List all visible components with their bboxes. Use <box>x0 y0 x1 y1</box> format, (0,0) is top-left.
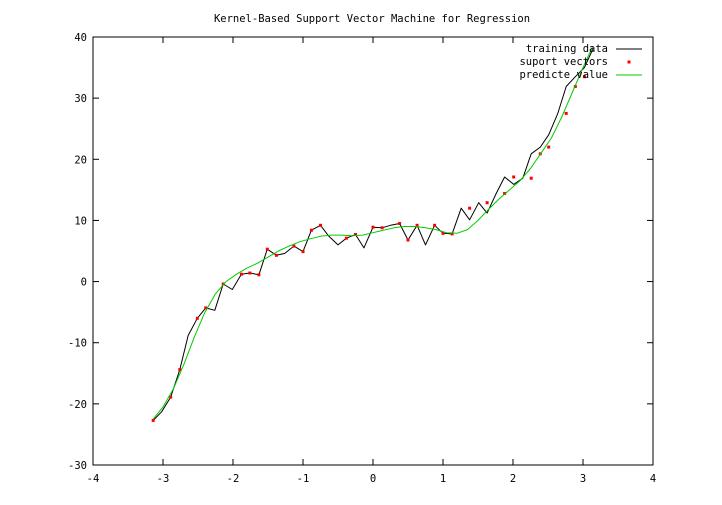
support-vector-point <box>441 231 445 235</box>
y-tick-label: 40 <box>74 32 87 44</box>
support-vector-point <box>204 306 208 310</box>
x-tick-label: -1 <box>297 473 310 485</box>
support-vector-point <box>344 236 348 240</box>
support-vector-point <box>354 233 357 236</box>
support-vector-point <box>398 222 402 225</box>
legend-label: predicte value <box>519 69 608 81</box>
y-tick-label: -20 <box>68 399 87 411</box>
legend-label: suport vectors <box>519 56 608 68</box>
legend-label: training data <box>526 43 608 55</box>
legend-point-sample <box>627 60 631 64</box>
x-tick-label: -2 <box>227 473 240 485</box>
support-vector-point <box>547 145 551 149</box>
support-vector-point <box>512 175 516 179</box>
series-line-2 <box>152 45 594 420</box>
x-tick-label: 3 <box>580 473 586 485</box>
support-vector-point <box>274 253 278 257</box>
support-vector-point <box>309 228 313 232</box>
support-vector-point <box>450 232 454 236</box>
y-tick-label: 0 <box>81 277 87 289</box>
support-vector-point <box>265 247 269 251</box>
y-tick-label: 30 <box>74 93 87 105</box>
support-vector-point <box>371 225 375 229</box>
x-tick-label: -3 <box>157 473 170 485</box>
support-vector-point <box>151 418 155 422</box>
support-vector-point <box>380 226 384 230</box>
support-vector-point <box>433 223 437 227</box>
x-tick-label: 0 <box>370 473 376 485</box>
x-tick-label: -4 <box>87 473 100 485</box>
support-vector-point <box>415 223 419 227</box>
support-vector-point <box>485 201 489 205</box>
support-vector-point <box>178 368 182 372</box>
support-vector-point <box>301 250 305 254</box>
support-vector-point <box>292 244 296 248</box>
support-vector-point <box>239 272 243 276</box>
support-vector-point <box>257 273 261 277</box>
support-vector-point <box>529 176 533 180</box>
support-vector-point <box>195 316 199 320</box>
chart-title: Kernel-Based Support Vector Machine for … <box>214 13 530 25</box>
support-vector-point <box>406 238 410 242</box>
series-line-0 <box>152 48 594 421</box>
support-vector-point <box>582 75 586 79</box>
support-vector-point <box>221 282 225 286</box>
y-tick-label: 20 <box>74 154 87 166</box>
y-tick-label: 10 <box>74 215 87 227</box>
x-tick-label: 2 <box>510 473 516 485</box>
support-vector-point <box>564 111 568 115</box>
y-tick-label: -30 <box>68 460 87 472</box>
support-vector-point <box>248 271 252 275</box>
support-vector-point <box>319 223 322 227</box>
series-layer <box>151 45 594 422</box>
x-tick-label: 4 <box>650 473 656 485</box>
support-vector-point <box>468 206 472 210</box>
y-tick-label: -10 <box>68 338 87 350</box>
x-tick-label: 1 <box>440 473 446 485</box>
support-vector-point <box>169 395 173 399</box>
